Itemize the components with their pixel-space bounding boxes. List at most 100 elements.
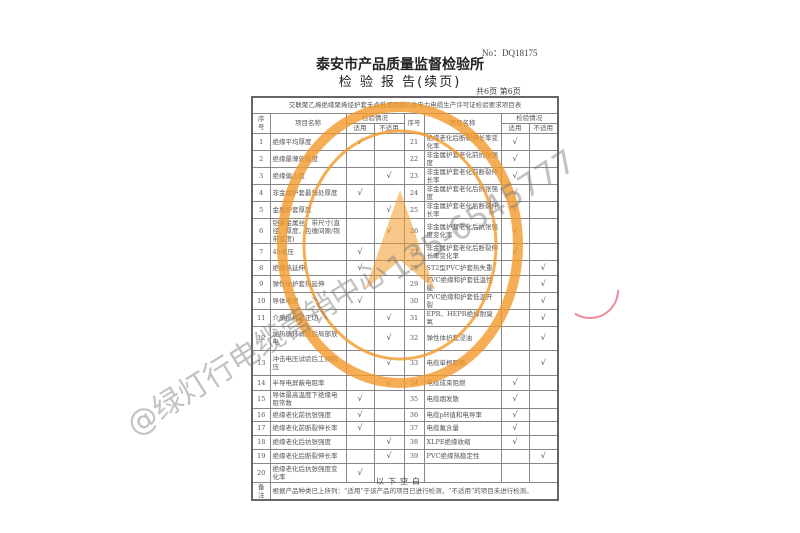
item-name: 电缆氟含量 bbox=[423, 420, 502, 436]
item-name: 金属护套厚度 bbox=[269, 200, 347, 219]
item-number: 17 bbox=[251, 420, 271, 436]
table-row: 18 绝缘老化后抗张强度 √ 38 XLPE绝缘收缩 √ bbox=[251, 434, 559, 450]
item-number: 10 bbox=[251, 291, 271, 310]
applicable-cell bbox=[500, 291, 530, 310]
item-number: 23 bbox=[403, 166, 425, 185]
applicable-cell bbox=[345, 200, 375, 219]
table-row: 14 半导电屏蔽电阻率 √ 34 电缆成束阻燃 √ bbox=[251, 374, 559, 391]
check-mark-icon: √ bbox=[540, 451, 546, 460]
check-mark-icon: √ bbox=[386, 312, 392, 322]
applicable-cell: √ bbox=[345, 389, 375, 409]
not-applicable-cell bbox=[373, 389, 405, 409]
header-not-applicable: 不适用 bbox=[528, 122, 559, 134]
table-row: 17 绝缘老化前断裂伸长率 √ 37 电缆氟含量 √ bbox=[251, 420, 559, 436]
item-number: 3 bbox=[251, 166, 271, 185]
applicable-cell: √ bbox=[500, 434, 530, 450]
not-applicable-cell: √ bbox=[528, 259, 559, 276]
not-applicable-cell bbox=[373, 132, 405, 151]
applicable-cell: √ bbox=[345, 407, 375, 422]
check-mark-icon: √ bbox=[386, 437, 392, 446]
item-name: 绝缘老化前断裂伸长率 bbox=[269, 420, 347, 436]
item-name: 电缆烟发散 bbox=[423, 389, 502, 409]
item-name: 电缆成束阻燃 bbox=[423, 374, 502, 391]
not-applicable-cell bbox=[373, 407, 405, 422]
item-name: 非金属护套老化前抗张强度 bbox=[423, 149, 502, 168]
item-name: 绝缘老化前抗张强度 bbox=[269, 407, 347, 422]
check-mark-icon: √ bbox=[357, 409, 363, 419]
item-number: 35 bbox=[403, 389, 425, 409]
item-name: 绝缘平均厚度 bbox=[269, 132, 347, 151]
table-row: 20 绝缘老化后抗张强度变化率 √ bbox=[251, 462, 559, 483]
item-name: PVC绝缘和护套低温性能 bbox=[423, 274, 502, 293]
check-mark-icon: √ bbox=[540, 312, 546, 322]
remark-label: 备注 bbox=[251, 481, 271, 500]
check-mark-icon: √ bbox=[540, 295, 546, 305]
table-row: 1 绝缘平均厚度 √ 21 绝缘老化后断裂伸长率变化率 √ bbox=[251, 132, 559, 151]
applicable-cell bbox=[500, 448, 530, 464]
table-row: 15 导体最高温度下绝缘电阻常数 √ 35 电缆烟发散 √ bbox=[251, 389, 559, 409]
not-applicable-cell bbox=[528, 242, 559, 261]
check-mark-icon: √ bbox=[540, 333, 546, 342]
applicable-cell bbox=[345, 217, 375, 244]
header-name: 项目名称 bbox=[269, 112, 347, 134]
table-row: 19 绝缘老化后断裂伸长率 √ 39 PVC绝缘热稳定性 √ bbox=[251, 448, 559, 464]
item-number: 4 bbox=[251, 183, 271, 202]
item-name: 绝缘老化后抗张强度变化率 bbox=[269, 462, 347, 483]
item-name: PVC绝缘和护套低温开裂 bbox=[423, 291, 502, 310]
not-applicable-cell: √ bbox=[528, 291, 559, 310]
item-number: 16 bbox=[251, 407, 271, 422]
check-mark-icon: √ bbox=[512, 423, 518, 432]
check-mark-icon: √ bbox=[357, 136, 363, 146]
check-mark-icon: √ bbox=[512, 153, 518, 163]
not-applicable-cell: √ bbox=[373, 374, 405, 391]
check-mark-icon: √ bbox=[540, 278, 546, 288]
institute-title: 泰安市产品质量监督检验所 bbox=[316, 57, 484, 73]
applicable-cell: √ bbox=[500, 242, 530, 261]
applicable-cell: √ bbox=[500, 132, 530, 151]
item-name: 绝缘最薄处厚度 bbox=[269, 149, 347, 168]
applicable-cell bbox=[500, 349, 530, 376]
red-seal-icon bbox=[561, 261, 619, 319]
item-number: 1 bbox=[251, 132, 271, 151]
item-number: 5 bbox=[251, 200, 271, 219]
not-applicable-cell: √ bbox=[528, 448, 559, 464]
check-mark-icon: √ bbox=[357, 467, 363, 477]
item-name: XLPE绝缘收缩 bbox=[423, 434, 502, 450]
item-number: 18 bbox=[251, 434, 271, 450]
item-number: 21 bbox=[403, 132, 425, 151]
item-number: 9 bbox=[251, 274, 271, 293]
applicable-cell bbox=[500, 274, 530, 293]
item-name: 电缆pH值和电导率 bbox=[423, 407, 502, 422]
check-mark-icon: √ bbox=[386, 225, 392, 235]
not-applicable-cell: √ bbox=[373, 217, 405, 244]
item-number: 33 bbox=[403, 349, 425, 376]
applicable-cell bbox=[500, 308, 530, 327]
header-seq: 序号 bbox=[251, 112, 271, 134]
item-name: 绝缘老化后抗张强度 bbox=[269, 434, 347, 450]
item-name: 绝缘偏心度 bbox=[269, 166, 347, 185]
item-name: PVC绝缘热稳定性 bbox=[423, 448, 502, 464]
item-name: 非金属护套最薄处厚度 bbox=[269, 183, 347, 202]
remark-text: 根据产品种类已上所列：“适用”于该产品的项目已进行检测，“不适用”的项目未进行检… bbox=[269, 481, 559, 500]
item-name: 导体最高温度下绝缘电阻常数 bbox=[269, 389, 347, 409]
table-row: 13 冲击电压试验后工频耐压 √ 33 电缆单根阻燃 √ bbox=[251, 349, 559, 376]
end-note: 以下空白 bbox=[376, 477, 424, 486]
check-mark-icon: √ bbox=[512, 225, 518, 235]
not-applicable-cell: √ bbox=[373, 166, 405, 185]
check-mark-icon: √ bbox=[386, 170, 392, 180]
item-number: 30 bbox=[403, 291, 425, 310]
check-mark-icon: √ bbox=[512, 409, 518, 419]
item-name: 4h电压 bbox=[269, 242, 347, 261]
not-applicable-cell: √ bbox=[528, 349, 559, 376]
item-number: 22 bbox=[403, 149, 425, 168]
applicable-cell: √ bbox=[500, 407, 530, 422]
header-name: 项目名称 bbox=[423, 112, 502, 134]
not-applicable-cell bbox=[373, 183, 405, 202]
applicable-cell bbox=[345, 325, 375, 351]
check-mark-icon: √ bbox=[386, 204, 392, 214]
check-mark-icon: √ bbox=[512, 394, 518, 403]
page-info: 共6页 第6页 bbox=[476, 87, 521, 96]
table-row: 2 绝缘最薄处厚度 22 非金属护套老化前抗张强度 √ bbox=[251, 149, 559, 168]
header-applicable: 适用 bbox=[345, 122, 375, 134]
not-applicable-cell: √ bbox=[373, 434, 405, 450]
